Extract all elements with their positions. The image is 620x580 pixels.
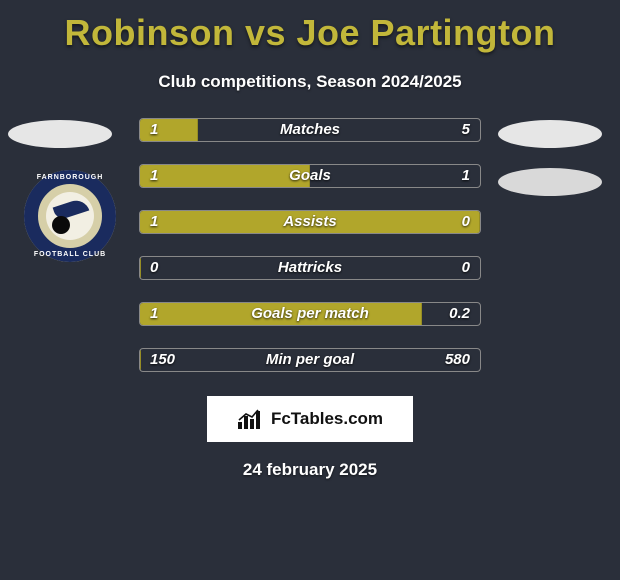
- bar-left-value: 1: [150, 121, 158, 138]
- club-left-crest: FARNBOROUGH FOOTBALL CLUB: [24, 170, 116, 262]
- bar-right-value: 0: [462, 213, 470, 230]
- player-right-placeholder: [498, 120, 602, 148]
- crest-text-top: FARNBOROUGH: [24, 174, 116, 181]
- bar-right-value: 0: [462, 259, 470, 276]
- bar-left-value: 0: [150, 259, 158, 276]
- brand-chart-icon: [237, 409, 263, 429]
- page-title: Robinson vs Joe Partington: [0, 0, 620, 54]
- bar-right-value: 0.2: [449, 305, 470, 322]
- bar-fill: [140, 119, 198, 141]
- bar-fill: [140, 257, 141, 279]
- bar-fill: [140, 211, 480, 233]
- player-left-placeholder: [8, 120, 112, 148]
- bar-fill: [140, 303, 422, 325]
- stat-bars: 1Matches51Goals11Assists00Hattricks01Goa…: [139, 118, 481, 394]
- brand-box[interactable]: FcTables.com: [207, 396, 413, 442]
- stat-bar-goals: 1Goals1: [139, 164, 481, 188]
- bar-left-value: 1: [150, 305, 158, 322]
- bar-fill: [140, 165, 310, 187]
- club-right-placeholder: [498, 168, 602, 196]
- bar-fill: [140, 349, 141, 371]
- bar-left-value: 1: [150, 213, 158, 230]
- bar-left-value: 150: [150, 351, 175, 368]
- comparison-container: FARNBOROUGH FOOTBALL CLUB 1Matches5 1Goal…: [0, 120, 620, 390]
- stat-bar-goals-per-match: 1Goals per match0.2: [139, 302, 481, 326]
- bar-left-value: 1: [150, 167, 158, 184]
- bar-label: Min per goal: [140, 351, 480, 368]
- stat-bar-min-per-goal: 150Min per goal580: [139, 348, 481, 372]
- bar-label: Hattricks: [140, 259, 480, 276]
- stat-bar-matches: 1Matches5: [139, 118, 481, 142]
- bar-right-value: 580: [445, 351, 470, 368]
- stat-bar-assists: 1Assists0: [139, 210, 481, 234]
- bar-right-value: 5: [462, 121, 470, 138]
- date-label: 24 february 2025: [0, 460, 620, 480]
- subtitle: Club competitions, Season 2024/2025: [0, 72, 620, 92]
- bar-right-value: 1: [462, 167, 470, 184]
- brand-text: FcTables.com: [271, 409, 383, 429]
- stat-bar-hattricks: 0Hattricks0: [139, 256, 481, 280]
- crest-text-bottom: FOOTBALL CLUB: [24, 251, 116, 258]
